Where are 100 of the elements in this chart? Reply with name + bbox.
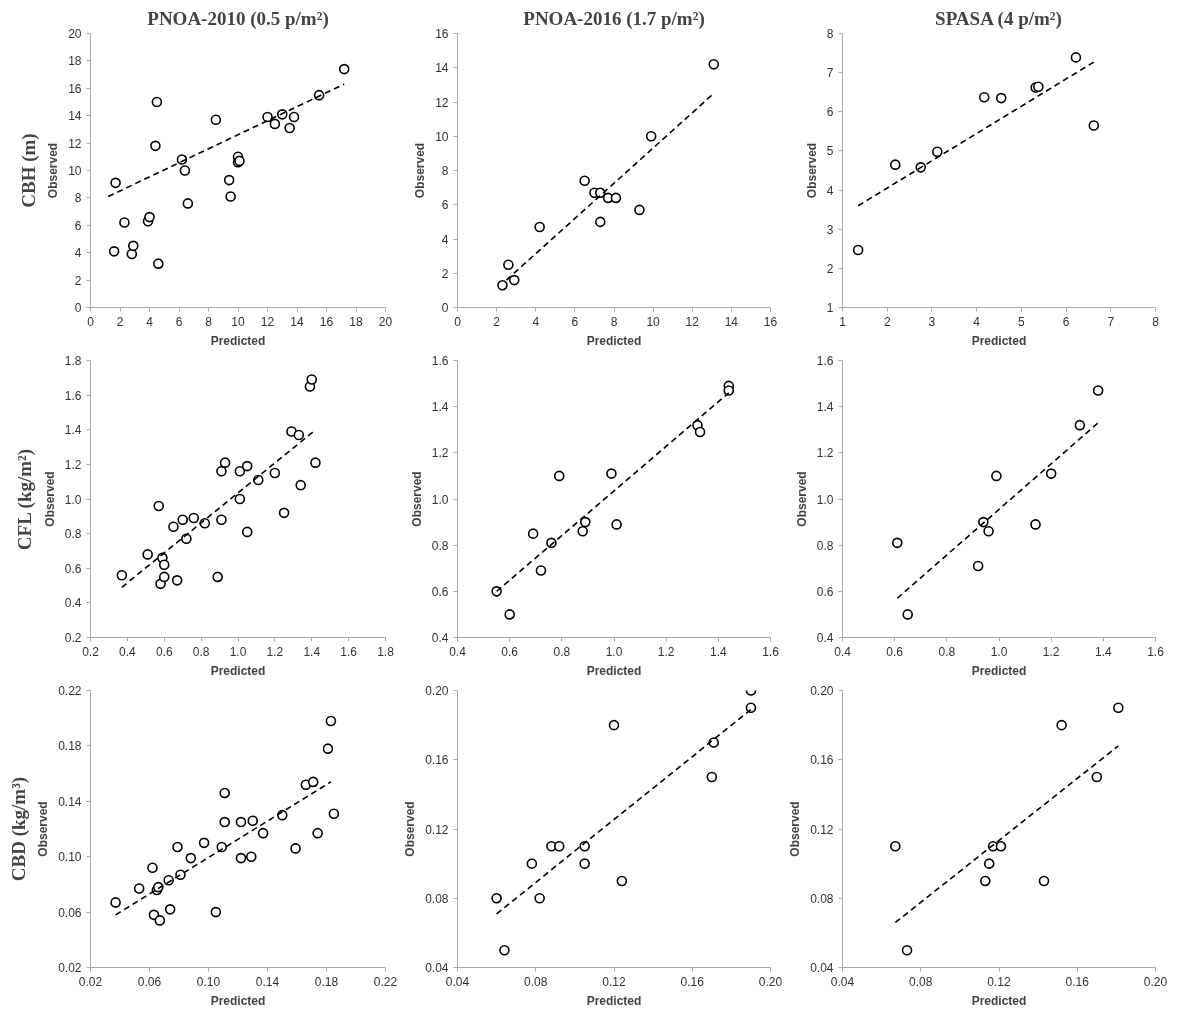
y-axis-title: Observed — [794, 471, 809, 527]
x-axis-title: Predicted — [971, 333, 1027, 348]
y-tick-label: 0.6 — [816, 584, 834, 599]
y-tick-label: 2 — [826, 261, 834, 276]
x-tick-label: 0.6 — [155, 644, 173, 659]
y-tick-label: 1.6 — [64, 388, 82, 403]
x-tick-label: 18 — [349, 314, 363, 329]
y-tick-label: 0.20 — [810, 684, 834, 698]
y-tick-label: 1.0 — [816, 492, 834, 507]
y-tick-label: 0.08 — [425, 891, 449, 906]
y-tick-label: 0.20 — [425, 684, 449, 698]
x-tick-label: 1.6 — [762, 644, 780, 659]
x-tick-label: 6 — [1062, 314, 1070, 329]
x-tick-label: 4 — [146, 314, 154, 329]
y-tick-label: 0.04 — [425, 961, 449, 975]
y-axis-title: Observed — [42, 471, 57, 527]
y-tick-label: 1.4 — [64, 423, 82, 438]
x-tick-label: 1.2 — [266, 644, 284, 659]
y-tick-label: 0.14 — [58, 794, 82, 809]
x-tick-label: 1.4 — [1094, 644, 1112, 659]
y-tick-label: 0.12 — [425, 822, 449, 837]
x-tick-label: 0.8 — [938, 644, 956, 659]
y-tick-label: 12 — [435, 95, 449, 110]
y-tick-label: 4 — [74, 246, 82, 261]
y-tick-label: 0.12 — [810, 822, 834, 837]
x-tick-label: 16 — [319, 314, 334, 329]
text: CBD (kg/m³) — [7, 776, 30, 882]
y-tick-label: 18 — [68, 54, 82, 69]
y-tick-label: 8 — [441, 164, 449, 178]
x-axis-title: Predicted — [586, 663, 642, 678]
text: CBH (m) — [17, 133, 40, 208]
x-tick-label: 10 — [231, 314, 245, 329]
x-tick-label: 0.8 — [192, 644, 210, 659]
x-tick-label: 0 — [87, 314, 95, 329]
text: CFL (kg/m²) — [13, 448, 36, 551]
y-tick-label: 1.4 — [816, 400, 834, 415]
x-tick-label: 1.2 — [1042, 644, 1060, 659]
x-tick-label: 0.12 — [602, 974, 626, 989]
x-axis-title: Predicted — [210, 993, 266, 1008]
y-tick-label: 2 — [441, 266, 449, 281]
x-tick-label: 12 — [260, 314, 275, 329]
x-axis-title: Predicted — [586, 993, 642, 1008]
y-tick-label: 6 — [441, 198, 449, 213]
x-tick-label: 20 — [378, 314, 393, 329]
x-tick-label: 0 — [454, 314, 462, 329]
y-tick-label: 1.8 — [64, 354, 82, 368]
x-axis-title: Predicted — [210, 663, 266, 678]
y-tick-label: 0.4 — [431, 631, 449, 645]
x-tick-label: 12 — [685, 314, 700, 329]
y-tick-label: 7 — [826, 66, 834, 81]
x-tick-label: 0.18 — [314, 974, 339, 989]
y-tick-label: 0.6 — [64, 561, 82, 576]
x-tick-label: 5 — [1018, 314, 1026, 329]
x-tick-label: 0.22 — [373, 974, 398, 989]
y-axis-title: Observed — [788, 801, 803, 857]
x-axis-title: Predicted — [971, 663, 1027, 678]
y-tick-label: 1.0 — [64, 492, 82, 507]
y-tick-label: 6 — [74, 218, 82, 233]
y-tick-label: 16 — [435, 27, 449, 41]
y-tick-label: 14 — [68, 109, 82, 124]
x-tick-label: 0.14 — [255, 974, 280, 989]
y-axis-title: Observed — [804, 142, 819, 199]
x-tick-label: 1.0 — [229, 644, 247, 659]
x-tick-label: 0.08 — [524, 974, 548, 989]
x-tick-label: 1.6 — [340, 644, 358, 659]
y-tick-label: 1.0 — [431, 492, 449, 507]
y-axis-title: Observed — [413, 142, 428, 199]
x-tick-label: 0.10 — [196, 974, 221, 989]
y-tick-label: 4 — [441, 232, 449, 247]
x-tick-label: 2 — [116, 314, 124, 329]
y-tick-label: 1.2 — [431, 446, 449, 461]
y-tick-label: 20 — [68, 27, 82, 41]
x-axis-title: Predicted — [210, 333, 266, 348]
x-tick-label: 6 — [571, 314, 579, 329]
y-tick-label: 4 — [826, 183, 834, 198]
x-tick-label: 0.6 — [501, 644, 519, 659]
y-tick-label: 2 — [74, 273, 82, 288]
x-tick-label: 2 — [883, 314, 891, 329]
y-tick-label: 0 — [441, 301, 449, 315]
y-tick-label: 1.2 — [816, 446, 834, 461]
y-tick-label: 0.6 — [431, 584, 449, 599]
y-tick-label: 6 — [826, 105, 834, 120]
y-axis-title: Observed — [46, 142, 61, 199]
y-tick-label: 3 — [826, 222, 834, 237]
x-tick-label: 16 — [763, 314, 778, 329]
y-tick-label: 0 — [74, 301, 82, 315]
x-tick-label: 1.4 — [303, 644, 321, 659]
y-tick-label: 0.08 — [810, 891, 834, 906]
y-tick-label: 1.4 — [431, 400, 449, 415]
x-tick-label: 7 — [1107, 314, 1115, 329]
x-tick-label: 4 — [532, 314, 540, 329]
y-tick-label: 0.8 — [431, 538, 449, 553]
x-tick-label: 1.2 — [657, 644, 675, 659]
x-tick-label: 8 — [610, 314, 618, 329]
x-tick-label: 0.8 — [553, 644, 571, 659]
x-tick-label: 0.20 — [1143, 974, 1168, 989]
x-tick-label: 8 — [205, 314, 213, 329]
y-tick-label: 1.6 — [431, 354, 449, 368]
y-tick-label: 0.8 — [64, 527, 82, 542]
x-tick-label: 4 — [973, 314, 981, 329]
